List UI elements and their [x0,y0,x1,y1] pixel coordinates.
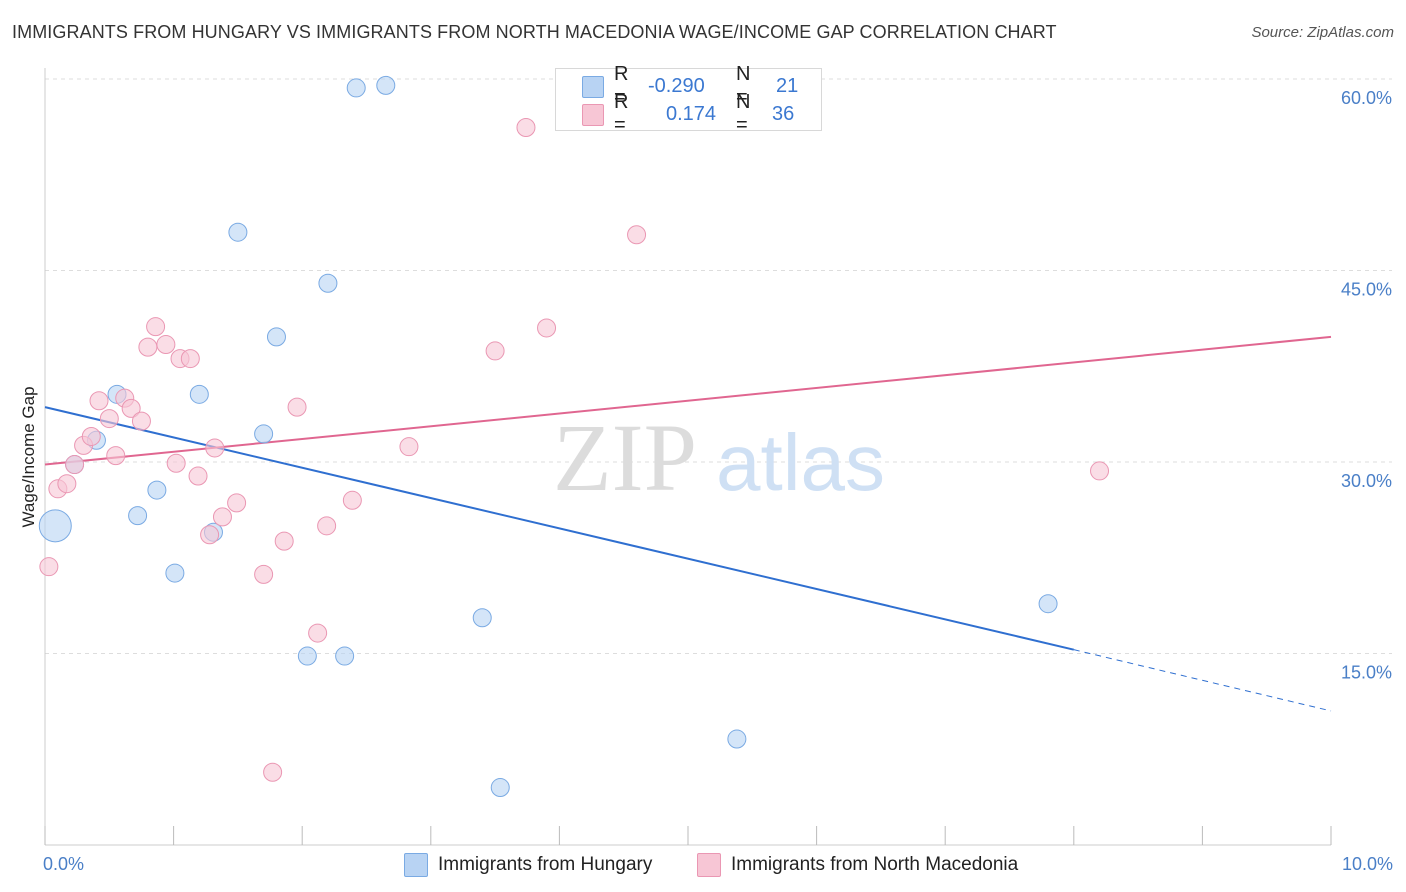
hungary-point [472,608,492,628]
macedonia-point [537,318,557,338]
hungary-swatch [582,76,604,98]
hungary-point [1038,594,1058,614]
legend-r-value: 0.174 [666,102,717,125]
hungary-point [128,506,148,526]
hungary-point [346,78,366,98]
legend-n-value: 21 [776,74,799,97]
macedonia-point [89,391,109,411]
macedonia-point [627,225,647,245]
macedonia-point [263,762,283,782]
axes [44,68,1332,846]
macedonia-legend-swatch [697,853,721,877]
hungary-point [727,729,747,749]
hungary-point [297,646,317,666]
tick-labels: 15.0% 30.0% 45.0% 60.0% 0.0% 10.0% [43,88,1393,874]
hungary-trend-extension [1073,649,1332,712]
hungary-legend-swatch [404,853,428,877]
hungary-legend-label: Immigrants from Hungary [438,854,653,875]
y-tick-label: 60.0% [1341,88,1392,108]
data-points [38,75,1110,798]
macedonia-point [146,317,166,337]
legend-r-label: R = [614,91,629,136]
hungary-point [266,327,286,347]
y-tick-label: 30.0% [1341,471,1392,491]
macedonia-point [1090,461,1110,481]
hungary-point [490,778,510,798]
macedonia-point [99,409,119,429]
y-axis-label: Wage/Income Gap [19,386,38,527]
watermark-zip: ZIP [553,404,697,511]
hungary-point [147,480,167,500]
legend-n-label: N = [736,63,751,108]
hungary-point [335,646,355,666]
macedonia-point [166,453,186,473]
macedonia-point [138,337,158,357]
macedonia-point [57,474,77,494]
macedonia-point [212,507,232,527]
macedonia-point [317,516,337,536]
macedonia-point [205,438,225,458]
legend-item-hungary[interactable]: Immigrants from Hungary [404,852,652,878]
macedonia-point [180,349,200,369]
hungary-point [318,273,338,293]
legend-n-label: N = [736,91,751,136]
macedonia-point [188,466,208,486]
chart-title: IMMIGRANTS FROM HUNGARY VS IMMIGRANTS FR… [12,22,1057,42]
macedonia-point [227,493,247,513]
legend-r-value: -0.290 [648,74,705,97]
legend-r-label: R = [614,63,629,108]
macedonia-point [200,525,220,545]
macedonia-point [342,490,362,510]
correlation-legend: R = -0.290 N = 21 R = 0.174 N = 36 [555,63,822,136]
watermark: ZIP atlas [553,404,885,511]
y-tick-label: 45.0% [1341,280,1392,300]
macedonia-point [485,341,505,361]
macedonia-point [106,446,126,466]
macedonia-point [39,557,59,577]
macedonia-point [65,455,85,475]
macedonia-point [81,426,101,446]
hungary-point [38,509,72,543]
macedonia-point [156,335,176,355]
macedonia-legend-label: Immigrants from North Macedonia [731,854,1019,875]
macedonia-point [131,411,151,431]
macedonia-point [254,564,274,584]
hungary-point [165,563,185,583]
x-tick-label: 0.0% [43,854,84,874]
macedonia-point [308,623,328,643]
y-tick-label: 15.0% [1341,663,1392,683]
x-tick-label: 10.0% [1342,854,1393,874]
grid-lines [45,78,1392,654]
macedonia-point [516,118,536,138]
legend-n-value: 36 [772,102,795,125]
macedonia-trend-line [44,335,1332,466]
source-label: Source: ZipAtlas.com [1251,24,1394,41]
trend-lines [44,335,1332,712]
macedonia-point [399,437,419,457]
hungary-point [376,75,396,95]
macedonia-swatch [582,104,604,126]
hungary-point [189,384,209,404]
hungary-point [228,222,248,242]
macedonia-point [121,398,141,418]
legend-item-macedonia[interactable]: Immigrants from North Macedonia [697,852,1018,878]
macedonia-point [287,397,307,417]
watermark-atlas: atlas [716,418,885,507]
macedonia-point [274,531,294,551]
hungary-point [254,424,274,444]
